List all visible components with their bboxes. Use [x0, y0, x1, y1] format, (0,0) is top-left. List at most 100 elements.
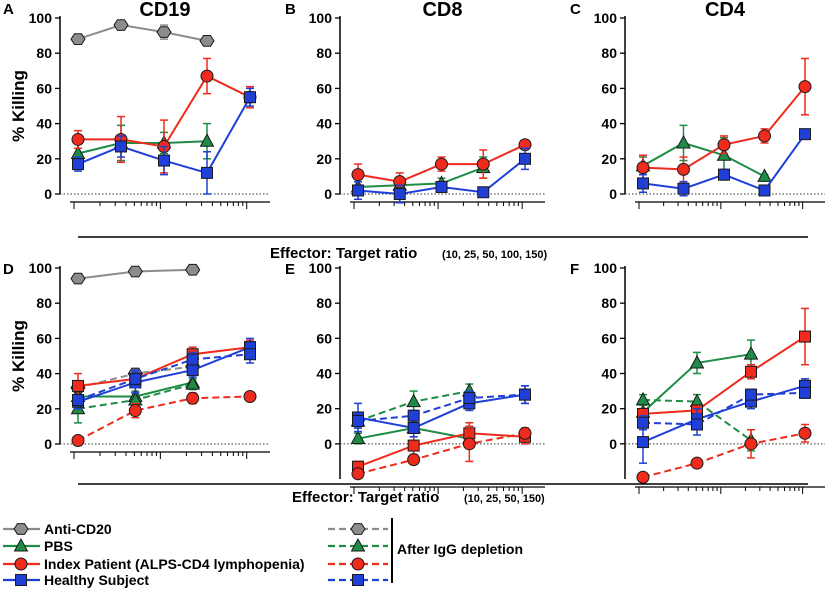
data-point	[407, 409, 420, 422]
data-point	[637, 436, 649, 449]
data-point	[70, 33, 86, 45]
data-point	[350, 430, 366, 445]
series-line	[642, 335, 806, 415]
series-line	[357, 393, 526, 430]
y-tick-label: 60	[36, 80, 52, 96]
y-axis-label: % Killing	[9, 70, 28, 142]
legend-marker	[13, 537, 29, 552]
data-point	[72, 158, 84, 171]
data-point	[743, 346, 759, 360]
series-index-patient-alps-cd4-lymphopenia	[636, 57, 812, 183]
data-point	[676, 134, 691, 149]
series-anti-cd20	[70, 263, 201, 285]
y-tick-label: 60	[316, 330, 332, 346]
series-healthy-subject-after-igg-depletion	[352, 385, 531, 429]
series-healthy-subject-after-igg-depletion	[637, 386, 811, 436]
data-point	[758, 129, 771, 143]
y-tick-label: 100	[594, 260, 618, 276]
series-line	[642, 141, 765, 178]
data-point	[70, 272, 86, 285]
data-point	[351, 168, 365, 182]
series-line	[642, 384, 806, 444]
y-tick-label: 100	[309, 260, 333, 276]
y-tick-label: 60	[316, 80, 332, 96]
y-tick-label: 100	[309, 10, 333, 26]
data-point	[799, 330, 811, 343]
data-point	[72, 379, 84, 392]
y-tick-label: 20	[36, 401, 52, 417]
panel-title: CD4	[705, 0, 746, 21]
panel-letter: B	[285, 1, 296, 18]
data-point	[519, 388, 531, 401]
data-point	[72, 394, 84, 406]
data-point	[636, 161, 650, 175]
series-healthy-subject-after-igg-depletion	[72, 344, 256, 407]
data-point	[476, 157, 490, 171]
series-index-patient-after-igg-depletion	[71, 389, 257, 447]
data-point	[745, 388, 757, 401]
data-point	[799, 128, 811, 141]
panel-title: CD19	[139, 0, 190, 21]
data-point	[637, 177, 649, 190]
data-point	[716, 147, 732, 161]
series-pbs	[635, 124, 772, 182]
y-tick-label: 100	[29, 260, 53, 276]
y-tick-label: 80	[601, 45, 617, 61]
y-tick-label: 60	[601, 330, 617, 346]
data-point	[518, 426, 532, 440]
y-tick-label: 20	[601, 151, 617, 167]
series-line	[357, 432, 526, 468]
panel-e: E 0 20 40 60 80 100	[285, 260, 545, 494]
data-point	[677, 182, 690, 195]
panel-letter: D	[3, 261, 14, 278]
series-healthy-subject	[352, 385, 531, 438]
legend-marker	[15, 574, 27, 586]
series-index-patient-alps-cd4-lymphopenia	[637, 307, 811, 420]
series-line	[77, 353, 251, 401]
legend-dashed-marker	[350, 523, 366, 535]
series-line	[357, 432, 526, 475]
legend-dashed-label: After IgG depletion	[397, 541, 523, 557]
y-tick-label: 40	[36, 116, 52, 132]
data-point	[351, 467, 365, 481]
data-point	[201, 166, 213, 179]
data-point	[115, 140, 127, 153]
panel-a: A CD19 % Killing 0 20 40 60 80 100	[3, 0, 270, 209]
data-point	[407, 422, 420, 435]
panel-letter: A	[3, 1, 14, 18]
panel-f: F 0 20 40 60 80 100	[570, 260, 825, 494]
data-point	[393, 188, 406, 200]
data-point	[352, 414, 364, 427]
legend-label: PBS	[44, 538, 73, 554]
data-point	[477, 186, 490, 199]
data-point	[185, 376, 201, 390]
data-point	[113, 19, 129, 31]
series-healthy-subject	[72, 87, 256, 195]
series-line	[357, 393, 526, 422]
series-healthy-subject	[637, 128, 811, 197]
data-point	[435, 157, 448, 171]
series-healthy-subject	[352, 147, 531, 204]
data-point	[199, 35, 215, 47]
y-tick-label: 0	[609, 186, 617, 202]
y-tick-label: 80	[36, 45, 52, 61]
y-tick-label: 20	[316, 401, 332, 417]
data-point	[185, 263, 201, 276]
data-point	[186, 353, 199, 366]
y-tick-label: 0	[609, 436, 617, 452]
legend-entry-healthy-subject: Healthy Subject	[3, 572, 388, 588]
y-tick-label: 40	[316, 116, 332, 132]
legend-dashed-marker	[352, 574, 364, 586]
top-xlabel-main: Effector: Target ratio	[270, 245, 417, 262]
panel-c: C CD4 0 20 40 60 80 100	[570, 0, 825, 209]
y-tick-label: 100	[594, 10, 618, 26]
data-point	[744, 437, 758, 451]
series-index-patient-alps-cd4-lymphopenia	[352, 421, 531, 473]
series-index-patient-after-igg-depletion	[636, 423, 812, 484]
panel-title: CD8	[422, 0, 462, 21]
data-point	[244, 91, 256, 104]
y-tick-label: 40	[316, 366, 332, 382]
data-point	[798, 426, 812, 440]
y-tick-label: 100	[29, 10, 53, 26]
